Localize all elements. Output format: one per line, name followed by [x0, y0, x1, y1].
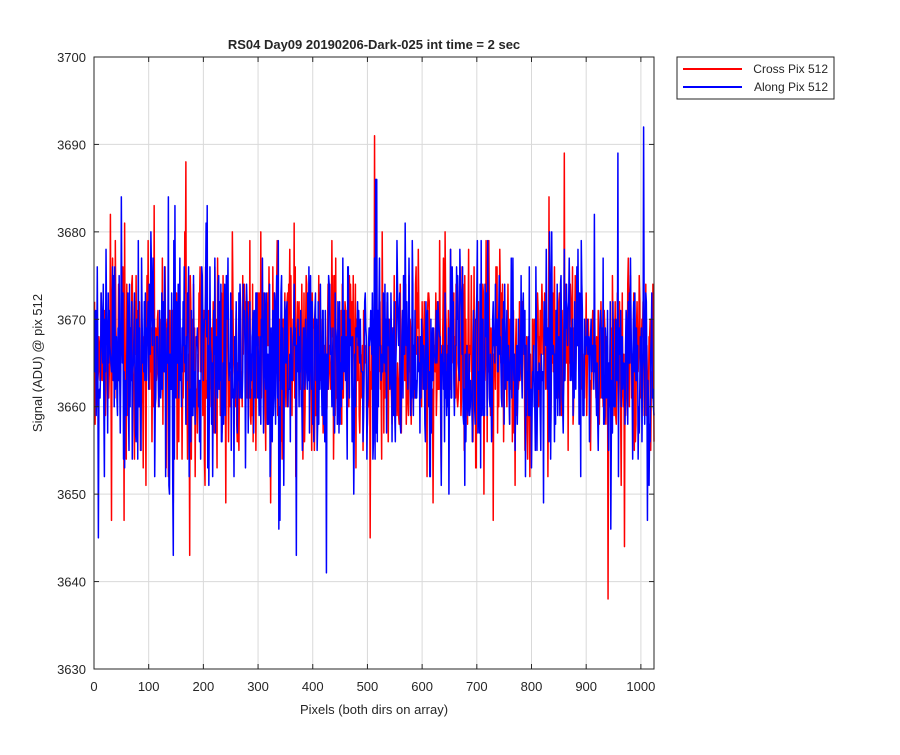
y-tick-label: 3650 [57, 487, 86, 502]
x-tick-label: 100 [138, 679, 160, 694]
x-tick-label: 300 [247, 679, 269, 694]
x-tick-label: 900 [575, 679, 597, 694]
legend-label-cross: Cross Pix 512 [753, 62, 828, 76]
x-tick-label: 600 [411, 679, 433, 694]
x-tick-label: 0 [90, 679, 97, 694]
x-axis-label: Pixels (both dirs on array) [300, 702, 448, 717]
series-line-along-pix-512 [93, 126, 655, 574]
y-tick-label: 3690 [57, 137, 86, 152]
legend-label-along: Along Pix 512 [754, 80, 828, 94]
y-tick-label: 3640 [57, 575, 86, 590]
legend-box [676, 56, 835, 100]
chart-title: RS04 Day09 20190206-Dark-025 int time = … [228, 37, 520, 52]
x-tick-label: 400 [302, 679, 324, 694]
y-axis-label: Signal (ADU) @ pix 512 [30, 294, 45, 432]
x-tick-label: 200 [193, 679, 215, 694]
x-tick-label: 700 [466, 679, 488, 694]
y-tick-label: 3630 [57, 662, 86, 677]
x-tick-label: 1000 [626, 679, 655, 694]
legend: Cross Pix 512 Along Pix 512 [676, 56, 835, 100]
y-tick-label: 3700 [57, 50, 86, 65]
x-tick-label: 500 [357, 679, 379, 694]
y-tick-label: 3670 [57, 312, 86, 327]
series-layer [93, 126, 655, 600]
plot-frame [93, 56, 655, 670]
y-tick-label: 3680 [57, 225, 86, 240]
y-tick-label: 3660 [57, 400, 86, 415]
x-axis: 0 100 200 300 400 500 600 700 800 900 1000 [90, 57, 655, 694]
x-tick-label: 800 [521, 679, 543, 694]
y-axis: 3630 3640 3650 3660 3670 3680 3690 3700 [57, 50, 654, 677]
